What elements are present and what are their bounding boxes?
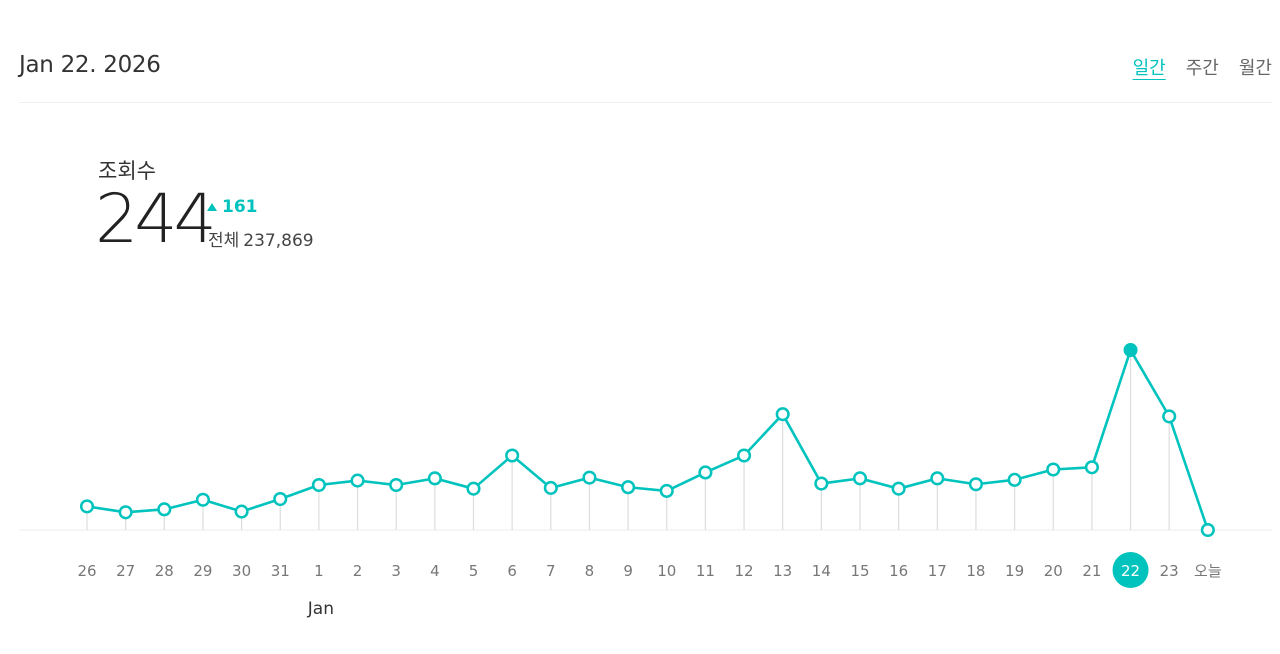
data-point: [852, 471, 868, 486]
x-tick-label: 31: [271, 562, 290, 580]
tab-daily[interactable]: 일간: [1132, 58, 1166, 79]
x-tick-label: 12: [735, 562, 754, 580]
data-point: [1200, 522, 1215, 538]
x-tick-label: 16: [889, 562, 908, 580]
x-tick-label: 2: [353, 562, 363, 580]
x-tick-label: 3: [391, 562, 401, 580]
x-tick-label: 5: [469, 562, 479, 580]
month-label: Jan: [307, 599, 334, 619]
data-point: [79, 499, 95, 514]
x-tick-label: 30: [232, 562, 251, 580]
data-point: [621, 480, 636, 495]
x-tick-label: 7: [546, 562, 556, 580]
x-tick-label: 19: [1005, 562, 1024, 580]
metric-value: 244: [95, 180, 217, 259]
x-tick-label: 11: [696, 562, 715, 580]
data-point: [195, 492, 210, 507]
data-point: [582, 470, 597, 485]
x-tick-label: 13: [773, 562, 792, 580]
x-tick-label: 오늘: [1194, 562, 1222, 580]
data-point: [350, 473, 365, 488]
data-point: [775, 407, 790, 422]
x-tick-label: 21: [1082, 562, 1101, 580]
data-point: [1046, 462, 1061, 477]
x-tick-label: 6: [507, 562, 517, 580]
metric-total-label: 전체: [208, 231, 240, 251]
data-point: [157, 502, 172, 517]
data-point: [311, 477, 326, 493]
data-point: [698, 465, 713, 480]
data-point-selected: [1123, 343, 1138, 357]
x-tick-label: 28: [155, 562, 174, 580]
x-tick-label: 8: [585, 562, 595, 580]
data-point: [505, 448, 520, 463]
header: Jan 22. 2026 일간 주간 월간: [19, 48, 1272, 88]
x-tick-label: 9: [623, 562, 633, 580]
x-tick-label: 29: [193, 562, 212, 580]
x-tick-label: 20: [1044, 562, 1063, 580]
x-tick-label: 18: [966, 562, 985, 580]
series-line: [86, 348, 1210, 531]
data-point: [466, 481, 481, 496]
data-point: [273, 491, 288, 507]
tab-monthly[interactable]: 월간: [1238, 58, 1272, 79]
period-tabs: 일간 주간 월간: [1133, 54, 1272, 80]
metric-total: 전체 237,869: [208, 226, 314, 251]
data-point: [234, 504, 249, 519]
tab-weekly[interactable]: 주간: [1185, 58, 1219, 79]
data-point: [1162, 409, 1177, 424]
data-point: [930, 471, 945, 486]
triangle-up-icon: [207, 203, 217, 211]
x-tick-label: 27: [116, 562, 135, 580]
data-point: [891, 481, 906, 496]
selected-day-marker: [1112, 552, 1149, 588]
header-divider: [19, 102, 1272, 103]
metric-delta-value: 161: [222, 197, 258, 217]
x-tick-label: 10: [657, 562, 676, 580]
data-point: [389, 477, 404, 493]
x-tick-label: 22: [1121, 562, 1140, 580]
data-point: [427, 471, 442, 486]
x-tick-label: 15: [850, 562, 869, 580]
data-point: [659, 483, 674, 498]
x-tick-label: 1: [314, 562, 324, 580]
x-tick-label: 14: [812, 562, 831, 580]
data-point: [1084, 460, 1099, 475]
x-tick-label: 4: [430, 562, 440, 580]
metric-label: 조회수: [98, 159, 156, 183]
data-point: [968, 477, 984, 492]
data-point: [118, 505, 133, 520]
data-point: [737, 448, 752, 463]
metric-delta: 161: [207, 197, 258, 217]
data-point: [1007, 472, 1022, 487]
metric-total-value: 237,869: [243, 231, 314, 251]
data-point: [814, 476, 829, 491]
data-point: [543, 480, 558, 496]
x-tick-label: 26: [77, 562, 96, 580]
x-tick-label: 17: [928, 562, 947, 580]
x-tick-label: 23: [1160, 562, 1179, 580]
current-date: Jan 22. 2026: [19, 52, 161, 78]
